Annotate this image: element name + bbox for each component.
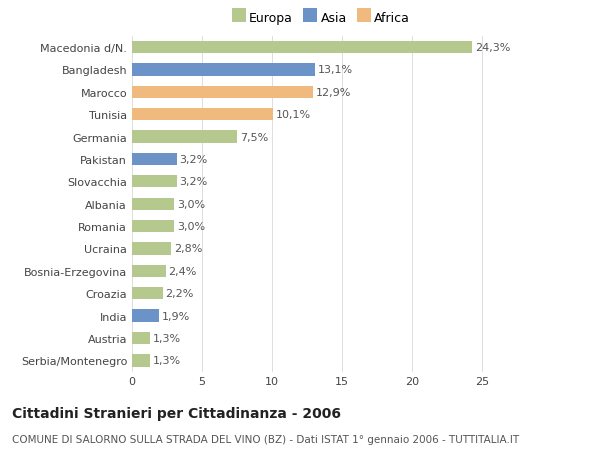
Text: 3,2%: 3,2% <box>179 177 208 187</box>
Text: 2,4%: 2,4% <box>169 266 197 276</box>
Bar <box>132 64 316 76</box>
Bar <box>132 287 163 300</box>
Bar <box>132 131 237 143</box>
Text: 1,3%: 1,3% <box>153 333 181 343</box>
Text: 13,1%: 13,1% <box>318 65 353 75</box>
Bar <box>132 42 472 54</box>
Text: 3,0%: 3,0% <box>177 199 205 209</box>
Bar <box>132 220 174 233</box>
Text: 3,2%: 3,2% <box>179 155 208 165</box>
Text: 12,9%: 12,9% <box>316 88 351 98</box>
Text: 1,3%: 1,3% <box>153 356 181 366</box>
Text: COMUNE DI SALORNO SULLA STRADA DEL VINO (BZ) - Dati ISTAT 1° gennaio 2006 - TUTT: COMUNE DI SALORNO SULLA STRADA DEL VINO … <box>12 434 519 444</box>
Text: 1,9%: 1,9% <box>161 311 190 321</box>
Text: 2,2%: 2,2% <box>166 289 194 299</box>
Bar <box>132 310 158 322</box>
Bar <box>132 243 171 255</box>
Bar <box>132 109 274 121</box>
Bar <box>132 153 177 166</box>
Text: 24,3%: 24,3% <box>475 43 511 53</box>
Text: 3,0%: 3,0% <box>177 222 205 232</box>
Text: 2,8%: 2,8% <box>174 244 202 254</box>
Bar <box>132 332 150 344</box>
Text: 7,5%: 7,5% <box>240 132 268 142</box>
Legend: Europa, Asia, Africa: Europa, Asia, Africa <box>229 9 413 27</box>
Text: Cittadini Stranieri per Cittadinanza - 2006: Cittadini Stranieri per Cittadinanza - 2… <box>12 406 341 420</box>
Bar <box>132 354 150 367</box>
Bar <box>132 86 313 99</box>
Text: 10,1%: 10,1% <box>276 110 311 120</box>
Bar <box>132 265 166 277</box>
Bar <box>132 176 177 188</box>
Bar <box>132 198 174 210</box>
